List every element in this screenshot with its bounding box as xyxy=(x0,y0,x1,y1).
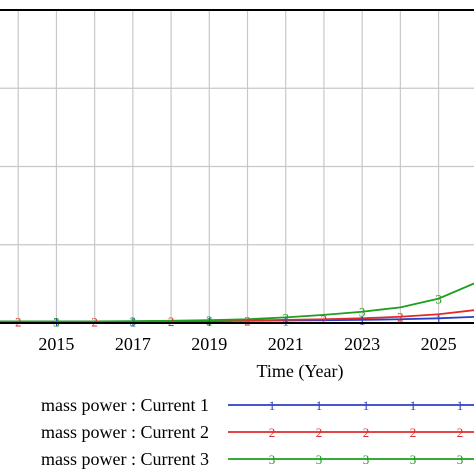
series-marker-2: 2 xyxy=(91,314,98,329)
legend-label-1: mass power : Current 1 xyxy=(41,395,209,415)
series-line-3 xyxy=(0,282,474,323)
legend-marker-3: 3 xyxy=(316,452,323,467)
legend-marker-1: 1 xyxy=(363,398,370,413)
x-tick-label: 2019 xyxy=(191,334,227,354)
legend-marker-1: 1 xyxy=(410,398,417,413)
series-marker-1: 1 xyxy=(130,314,137,329)
x-tick-label: 2023 xyxy=(344,334,380,354)
series-marker-3: 3 xyxy=(359,305,366,320)
legend-marker-1: 1 xyxy=(269,398,276,413)
legend-marker-1: 1 xyxy=(457,398,464,413)
legend-marker-3: 3 xyxy=(410,452,417,467)
x-tick-label: 2017 xyxy=(115,334,151,354)
plot-frame xyxy=(0,9,474,324)
x-tick-labels: 2013201520172019202120232025 xyxy=(38,334,457,354)
legend-marker-2: 2 xyxy=(363,425,370,440)
x-tick-label: 2015 xyxy=(38,334,74,354)
series-marker-1: 1 xyxy=(282,313,289,328)
series-marker-2: 2 xyxy=(168,314,175,329)
series-marker-1: 1 xyxy=(359,313,366,328)
series-marker-2: 2 xyxy=(244,313,251,328)
legend-marker-2: 2 xyxy=(457,425,464,440)
x-tick-label: 2025 xyxy=(421,334,457,354)
x-axis-label: Time (Year) xyxy=(256,361,343,382)
legend: mass power : Current 1 1 1 1 1 1 mass power : … xyxy=(41,395,474,469)
grid xyxy=(0,10,474,323)
legend-marker-2: 2 xyxy=(410,425,417,440)
series-marker-3: 3 xyxy=(435,292,442,307)
legend-marker-3: 3 xyxy=(269,452,276,467)
legend-marker-3: 3 xyxy=(363,452,370,467)
legend-label-2: mass power : Current 2 xyxy=(41,422,209,442)
series-marker-1: 1 xyxy=(435,311,442,326)
series-marker-2: 2 xyxy=(15,314,22,329)
series-markers: 11111111222222233333333 xyxy=(15,292,474,330)
legend-marker-2: 2 xyxy=(316,425,323,440)
series-marker-1: 1 xyxy=(53,314,60,329)
legend-marker-3: 3 xyxy=(457,452,464,467)
series-marker-1: 1 xyxy=(206,314,213,329)
legend-label-3: mass power : Current 3 xyxy=(41,449,209,469)
series-marker-3: 3 xyxy=(53,314,60,329)
series-marker-3: 3 xyxy=(206,313,213,328)
series-marker-2: 2 xyxy=(321,312,328,327)
legend-marker-1: 1 xyxy=(316,398,323,413)
series-marker-2: 2 xyxy=(397,310,404,325)
legend-marker-2: 2 xyxy=(269,425,276,440)
x-tick-label: 2021 xyxy=(268,334,304,354)
series-marker-3: 3 xyxy=(130,314,137,329)
series-marker-3: 3 xyxy=(282,310,289,325)
series-lines xyxy=(0,282,474,323)
